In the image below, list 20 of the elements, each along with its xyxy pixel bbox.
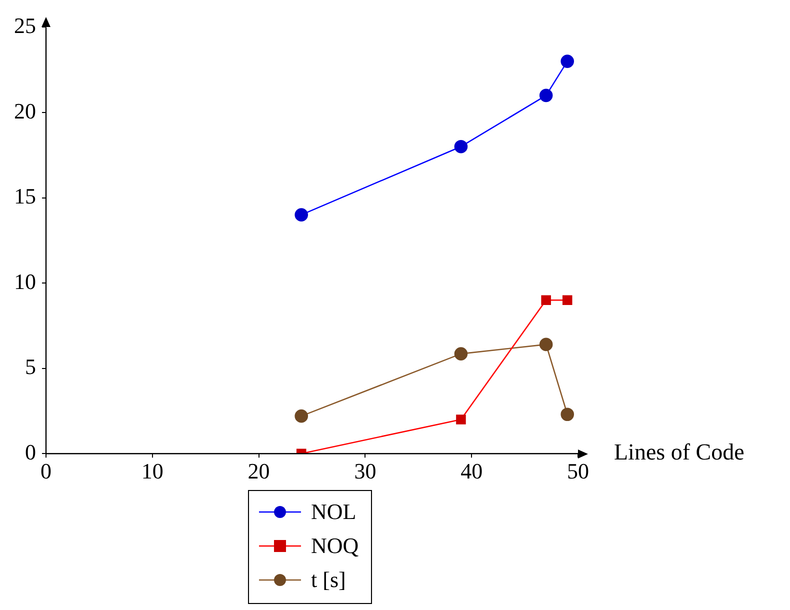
x-tick-label: 0 — [40, 458, 52, 484]
point — [560, 408, 574, 422]
y-tick-label: 10 — [14, 268, 36, 294]
legend-label: NOQ — [311, 533, 359, 559]
legend-label: t [s] — [311, 567, 346, 593]
x-tick-label: 10 — [141, 458, 164, 484]
y-tick-label: 15 — [14, 184, 36, 209]
x-tick-label: 20 — [248, 458, 270, 484]
y-tick-label: 25 — [14, 12, 36, 38]
x-tick-label: 30 — [354, 458, 376, 484]
y-tick-label: 5 — [25, 354, 36, 380]
y-tick-label: 0 — [25, 439, 36, 464]
x-tick-label: 50 — [567, 458, 589, 484]
point — [539, 338, 553, 352]
x-tick-label: 40 — [460, 458, 483, 484]
x-axis-title: Lines of Code — [614, 440, 744, 465]
y-tick-label: 20 — [14, 98, 36, 124]
point — [294, 409, 308, 423]
legend-label: NOL — [311, 499, 356, 525]
point — [454, 347, 468, 360]
